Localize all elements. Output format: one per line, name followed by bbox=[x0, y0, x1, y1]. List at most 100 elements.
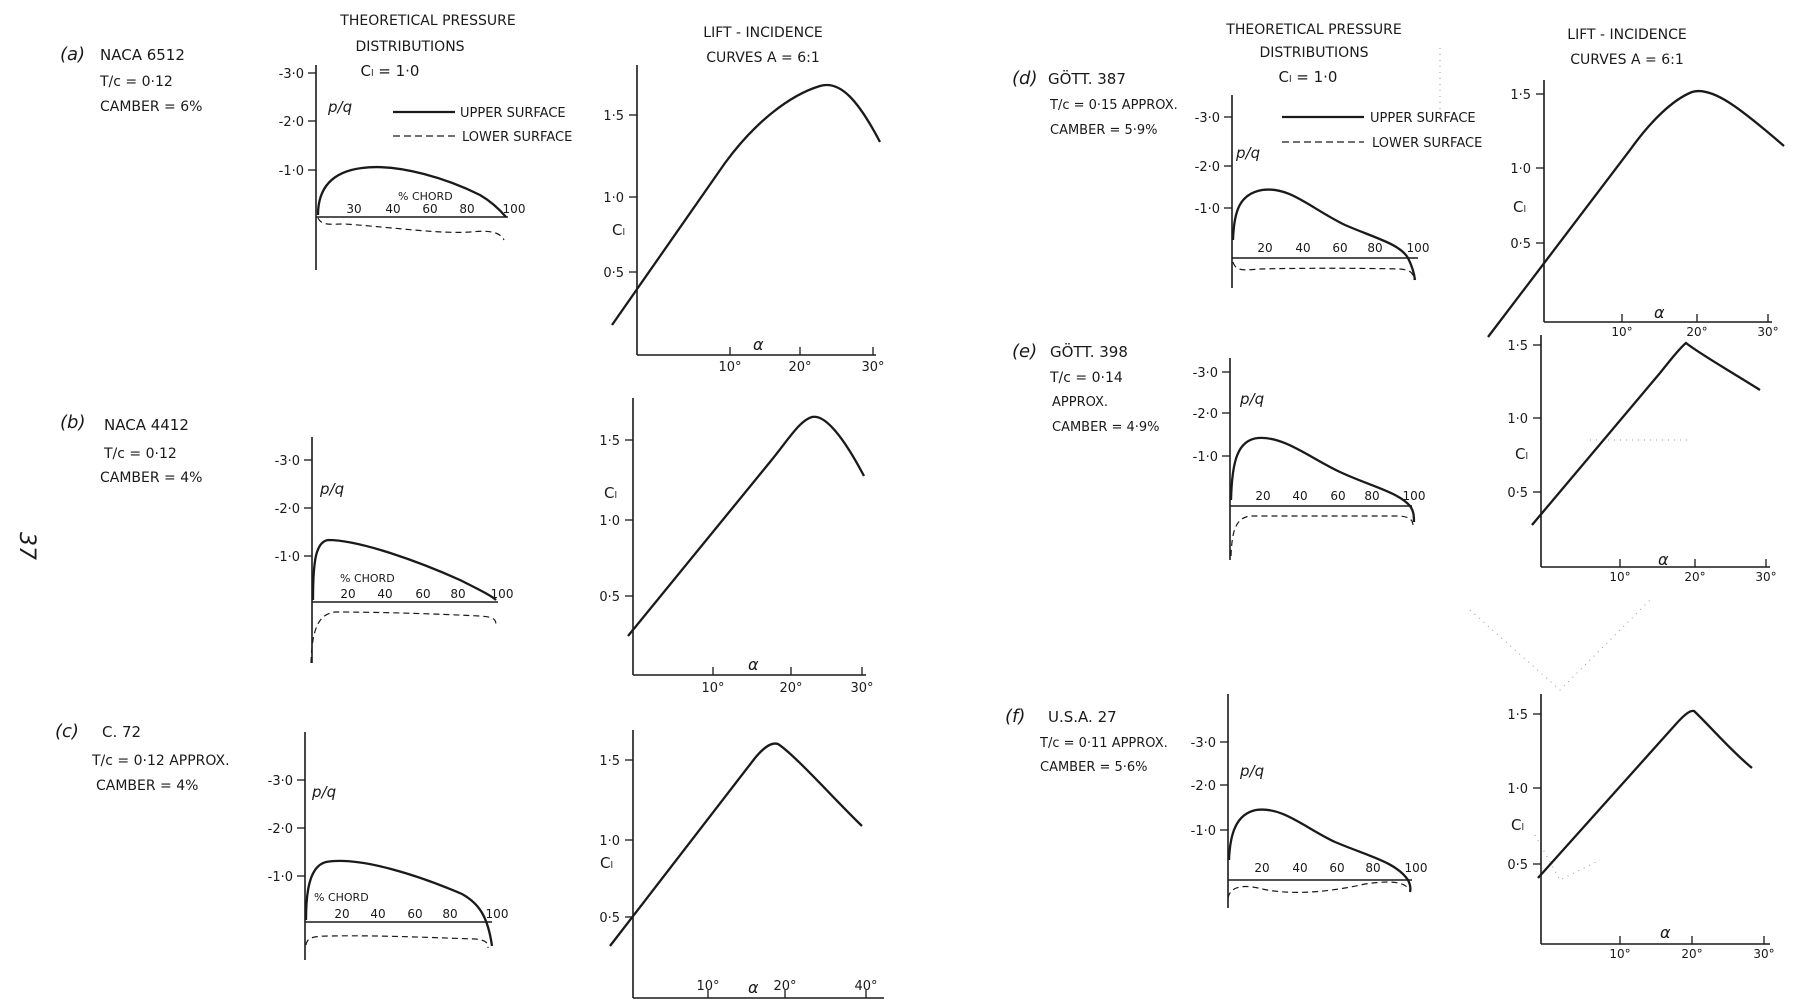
y-tick-label: 1·5 bbox=[599, 754, 620, 769]
y-tick-label: 1·0 bbox=[1507, 782, 1528, 797]
lift-incidence-plot: 1·5 1·0 0·5 Cₗ α 10° 20° 30° bbox=[603, 65, 885, 375]
right-lift-heading-line1: LIFT - INCIDENCE bbox=[1567, 27, 1686, 43]
p-over-q-label: p/q bbox=[311, 783, 336, 801]
pressure-distribution-plot: -3·0 -2·0 -1·0 p/q % CHORD 30 40 60 80 1… bbox=[279, 65, 525, 270]
x-tick-label: 10° bbox=[1609, 947, 1630, 961]
lower-surface-curve bbox=[310, 611, 497, 664]
upper-surface-curve bbox=[1231, 188, 1417, 281]
panel-note: CAMBER = 5·6% bbox=[1040, 760, 1148, 775]
p-over-q-label: p/q bbox=[319, 480, 344, 498]
panel-note: CAMBER = 4% bbox=[96, 778, 198, 794]
lower-surface-curve bbox=[305, 935, 489, 949]
x-tick-label: 10° bbox=[696, 979, 719, 994]
x-tick-label: 40° bbox=[854, 979, 877, 994]
y-tick-label: 0·5 bbox=[599, 911, 620, 926]
x-tick-label: 60 bbox=[422, 202, 437, 216]
panel-note: T/c = 0·11 APPROX. bbox=[1039, 736, 1168, 751]
x-tick-label: 40 bbox=[1292, 489, 1307, 503]
lift-incidence-plot: 1·5 1·0 0·5 Cₗ α 10° 20° 30° bbox=[599, 398, 874, 696]
lift-curve bbox=[627, 415, 866, 637]
panel-note: CAMBER = 6% bbox=[100, 99, 202, 115]
cl-axis-label: Cₗ bbox=[1515, 445, 1528, 463]
x-tick-label: 20° bbox=[773, 979, 796, 994]
y-tick-label: -1·0 bbox=[1191, 824, 1216, 839]
x-tick-label: 20° bbox=[788, 360, 811, 375]
y-tick-label: 1·5 bbox=[1507, 339, 1528, 354]
panel-note: T/c = 0·12 bbox=[103, 446, 177, 462]
y-tick-label: -2·0 bbox=[279, 115, 304, 130]
cl-axis-label: Cₗ bbox=[600, 854, 613, 872]
upper-surface-curve bbox=[316, 166, 507, 218]
panel-note: CAMBER = 5·9% bbox=[1050, 123, 1158, 138]
panel-a: (a) NACA 6512 T/c = 0·12 CAMBER = 6% -3·… bbox=[60, 44, 885, 375]
left-pressure-heading-line1: THEORETICAL PRESSURE bbox=[339, 13, 515, 29]
cl-axis-label: Cₗ bbox=[1513, 198, 1526, 216]
pressure-distribution-plot: -3·0 -2·0 -1·0 p/q 20 40 60 80 100 bbox=[1193, 358, 1426, 560]
cl-axis-label: Cₗ bbox=[1511, 816, 1524, 834]
panel-e: (e) GÖTT. 398 T/c = 0·14 APPROX. CAMBER … bbox=[1012, 335, 1777, 584]
x-tick-label: 80 bbox=[459, 202, 474, 216]
y-tick-label: 1·5 bbox=[599, 434, 620, 449]
panel-tag: (c) bbox=[55, 721, 79, 742]
scan-artifacts bbox=[1439, 48, 1690, 881]
y-tick-label: -1·0 bbox=[275, 550, 300, 565]
y-tick-label: -2·0 bbox=[268, 822, 293, 837]
scan-speckle bbox=[1469, 599, 1651, 691]
y-tick-label: 1·0 bbox=[603, 191, 624, 206]
x-tick-label: 30° bbox=[861, 360, 884, 375]
panel-tag: (b) bbox=[60, 412, 85, 433]
x-tick-label: 100 bbox=[1403, 489, 1426, 503]
panel-note: T/c = 0·12 APPROX. bbox=[91, 753, 230, 769]
x-tick-label: 100 bbox=[1405, 861, 1428, 875]
alpha-axis-label: α bbox=[748, 655, 759, 674]
x-tick-label: 80 bbox=[442, 907, 457, 921]
right-cl-note: Cₗ = 1·0 bbox=[1279, 68, 1338, 86]
chord-label: % CHORD bbox=[398, 190, 453, 203]
panel-f: (f) U.S.A. 27 T/c = 0·11 APPROX. CAMBER … bbox=[1005, 694, 1775, 961]
p-over-q-label: p/q bbox=[1235, 144, 1260, 162]
x-tick-label: 80 bbox=[450, 587, 465, 601]
legend-lower-label: LOWER SURFACE bbox=[462, 130, 572, 145]
panel-name: NACA 4412 bbox=[104, 416, 189, 434]
x-tick-label: 40 bbox=[1292, 861, 1307, 875]
y-tick-label: -1·0 bbox=[268, 870, 293, 885]
legend-lower-label: LOWER SURFACE bbox=[1372, 136, 1482, 151]
x-tick-label: 30° bbox=[1755, 570, 1776, 584]
pressure-distribution-plot: -3·0 -2·0 -1·0 p/q 20 40 60 80 100 bbox=[1195, 95, 1429, 288]
x-tick-label: 20 bbox=[1257, 241, 1272, 255]
y-tick-label: 1·0 bbox=[599, 834, 620, 849]
pressure-distribution-plot: -3·0 -2·0 -1·0 p/q 20 40 60 80 100 bbox=[1191, 694, 1428, 908]
cl-axis-label: Cₗ bbox=[604, 484, 617, 502]
y-tick-label: 1·5 bbox=[603, 109, 624, 124]
y-tick-label: 0·5 bbox=[603, 266, 624, 281]
y-tick-label: -2·0 bbox=[1193, 407, 1218, 422]
lift-curve bbox=[611, 83, 882, 326]
alpha-axis-label: α bbox=[1654, 303, 1665, 322]
y-tick-label: 1·0 bbox=[1507, 412, 1528, 427]
lower-surface-curve bbox=[317, 217, 505, 241]
upper-surface-curve bbox=[1227, 808, 1412, 893]
y-tick-label: 1·5 bbox=[1510, 88, 1531, 103]
lower-surface-curve bbox=[1230, 515, 1414, 557]
x-tick-label: 20 bbox=[1254, 861, 1269, 875]
y-tick-label: -2·0 bbox=[1195, 160, 1220, 175]
x-tick-label: 20° bbox=[1681, 947, 1702, 961]
alpha-axis-label: α bbox=[1660, 923, 1671, 942]
lower-surface-curve bbox=[1227, 881, 1411, 899]
y-tick-label: -1·0 bbox=[1195, 202, 1220, 217]
upper-surface-curve bbox=[304, 859, 494, 947]
x-tick-label: 80 bbox=[1364, 489, 1379, 503]
x-tick-label: 60 bbox=[407, 907, 422, 921]
x-tick-label: 20 bbox=[340, 587, 355, 601]
panel-name: GÖTT. 398 bbox=[1050, 342, 1128, 361]
legend-upper-label: UPPER SURFACE bbox=[1370, 111, 1476, 126]
x-tick-label: 40 bbox=[385, 202, 400, 216]
y-tick-label: 1·0 bbox=[1510, 162, 1531, 177]
y-tick-label: -3·0 bbox=[275, 454, 300, 469]
panel-tag: (f) bbox=[1005, 706, 1025, 727]
right-legend: UPPER SURFACE LOWER SURFACE bbox=[1282, 111, 1482, 151]
chord-label: % CHORD bbox=[314, 891, 369, 904]
lift-curve bbox=[1531, 341, 1761, 526]
x-tick-label: 10° bbox=[1609, 570, 1630, 584]
